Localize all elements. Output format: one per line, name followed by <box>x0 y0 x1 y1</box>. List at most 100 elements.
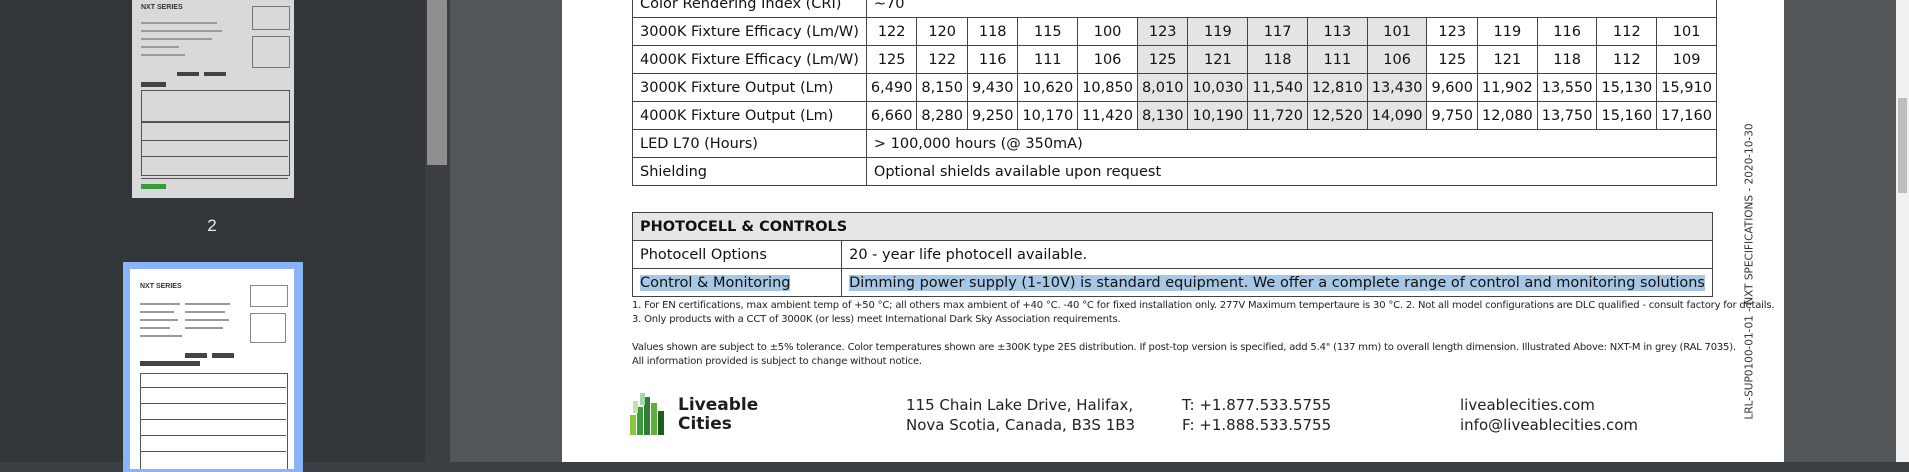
table-cell: 125 <box>1426 45 1478 74</box>
page-thumbnail-1[interactable]: NXT SERIES <box>132 0 294 198</box>
table-row: 4000K Fixture Output (Lm) 6,660 8,280 9,250… <box>632 101 1717 130</box>
table-cell: 115 <box>1017 17 1079 46</box>
thumb-brand: NXT SERIES <box>140 283 182 290</box>
row-label: 4000K Fixture Output (Lm) <box>632 101 867 130</box>
table-cell: 101 <box>1366 17 1428 46</box>
table-cell: 17,160 <box>1656 101 1717 130</box>
table-cell: 11,720 <box>1247 101 1308 130</box>
company-phone: T: +1.877.533.5755 F: +1.888.533.5755 <box>1182 396 1332 434</box>
row-value: 20 - year life photocell available. <box>841 240 1713 269</box>
row-label: 3000K Fixture Efficacy (Lm/W) <box>632 17 867 46</box>
table-cell: 112 <box>1596 45 1658 74</box>
tolerance-note: Values shown are subject to ±5% toleranc… <box>632 342 1736 353</box>
table-row: 3000K Fixture Efficacy (Lm/W) 122 120 118 11… <box>632 17 1717 46</box>
table-cell: 8,150 <box>916 73 968 102</box>
table-cell: 125 <box>865 45 918 74</box>
specification-table: Color Rendering Index (CRI) ~70 3000K Fixt… <box>632 0 1717 186</box>
table-row: 4000K Fixture Efficacy (Lm/W) 125 122 116 11… <box>632 45 1717 74</box>
table-cell: 100 <box>1077 17 1138 46</box>
table-cell: 111 <box>1306 45 1368 74</box>
table-cell: 13,430 <box>1366 73 1428 102</box>
liveable-cities-logo-icon <box>630 393 664 435</box>
page-number-label: 2 <box>207 216 217 235</box>
footnote-1: 1. For EN certifications, max ambient te… <box>632 300 1775 311</box>
table-cell: 12,080 <box>1476 101 1538 130</box>
table-cell: 10,190 <box>1187 101 1249 130</box>
table-cell: 123 <box>1136 17 1189 46</box>
table-row: PHOTOCELL & CONTROLS <box>632 212 1713 241</box>
page-thumbnail-2[interactable]: NXT SERIES <box>130 269 294 469</box>
footnote-3: 3. Only products with a CCT of 3000K (or… <box>632 314 1121 325</box>
table-cell: 6,660 <box>865 101 918 130</box>
table-cell: 13,750 <box>1536 101 1598 130</box>
email-link[interactable]: info@liveablecities.com <box>1460 416 1638 434</box>
logo-wordmark: Liveable Cities <box>678 395 759 434</box>
table-cell: 106 <box>1077 45 1138 74</box>
table-cell: 112 <box>1596 17 1658 46</box>
row-label: 3000K Fixture Output (Lm) <box>632 73 867 102</box>
table-cell: 106 <box>1366 45 1428 74</box>
table-cell: 8,130 <box>1136 101 1189 130</box>
table-cell: 123 <box>1426 17 1478 46</box>
table-cell: 11,540 <box>1247 73 1308 102</box>
company-contact: liveablecities.com info@liveablecities.c… <box>1460 395 1638 435</box>
website-link[interactable]: liveablecities.com <box>1460 396 1595 414</box>
table-cell: 11,420 <box>1077 101 1138 130</box>
table-cell: 9,250 <box>966 101 1019 130</box>
table-cell: 9,750 <box>1426 101 1478 130</box>
table-cell: 9,430 <box>966 73 1019 102</box>
document-scrollbar-thumb[interactable] <box>1898 98 1907 193</box>
photocell-controls-table: PHOTOCELL & CONTROLS Photocell Options 2… <box>631 212 1713 297</box>
company-address: 115 Chain Lake Drive, Halifax, Nova Scot… <box>906 396 1136 434</box>
selected-row-value[interactable]: Dimming power supply (1-10V) is standard… <box>849 274 1705 291</box>
sidebar-scrollbar-thumb[interactable] <box>427 0 447 165</box>
table-cell: 118 <box>1536 45 1598 74</box>
row-label: Color Rendering Index (CRI) <box>632 0 867 18</box>
change-notice: All information provided is subject to c… <box>632 356 922 367</box>
table-cell: 121 <box>1476 45 1538 74</box>
table-cell: 120 <box>916 17 968 46</box>
table-cell: 109 <box>1656 45 1717 74</box>
section-heading: PHOTOCELL & CONTROLS <box>632 212 1713 241</box>
table-cell: 101 <box>1656 17 1717 46</box>
table-cell: 15,160 <box>1596 101 1658 130</box>
table-cell: 113 <box>1306 17 1368 46</box>
table-cell: 8,010 <box>1136 73 1189 102</box>
table-cell: 122 <box>865 17 918 46</box>
row-value: > 100,000 hours (@ 350mA) <box>865 129 1717 158</box>
table-cell: 119 <box>1187 17 1249 46</box>
thumb-brand: NXT SERIES <box>141 4 183 11</box>
table-row: Control & Monitoring Dimming power suppl… <box>631 268 1713 297</box>
row-label: Photocell Options <box>631 240 843 269</box>
table-cell: 10,620 <box>1017 73 1079 102</box>
row-value: Optional shields available upon request <box>865 157 1717 186</box>
table-cell: 118 <box>1247 45 1308 74</box>
table-row: Shielding Optional shields available upon… <box>632 157 1717 186</box>
table-cell: 10,170 <box>1017 101 1079 130</box>
table-row: 3000K Fixture Output (Lm) 6,490 8,150 9,430… <box>632 73 1717 102</box>
table-row: Photocell Options 20 - year life photoce… <box>631 240 1713 269</box>
document-scrollbar-track[interactable] <box>1896 0 1909 462</box>
table-cell: 15,910 <box>1656 73 1717 102</box>
selected-row-label[interactable]: Control & Monitoring <box>640 274 791 291</box>
table-cell: 10,850 <box>1077 73 1138 102</box>
table-cell: 14,090 <box>1366 101 1428 130</box>
row-label: 4000K Fixture Efficacy (Lm/W) <box>632 45 867 74</box>
table-cell: 111 <box>1017 45 1079 74</box>
table-cell: 125 <box>1136 45 1189 74</box>
table-cell: 116 <box>1536 17 1598 46</box>
table-row: Color Rendering Index (CRI) ~70 <box>632 0 1717 18</box>
row-label: LED L70 (Hours) <box>632 129 867 158</box>
table-cell: 11,902 <box>1476 73 1538 102</box>
table-cell: 15,130 <box>1596 73 1658 102</box>
table-cell: 118 <box>966 17 1019 46</box>
table-cell: 121 <box>1187 45 1249 74</box>
table-cell: 116 <box>966 45 1019 74</box>
table-row: LED L70 (Hours) > 100,000 hours (@ 350mA) <box>632 129 1717 158</box>
table-cell: 6,490 <box>865 73 918 102</box>
table-cell: 13,550 <box>1536 73 1598 102</box>
row-value: ~70 <box>865 0 1717 18</box>
table-cell: 117 <box>1247 17 1308 46</box>
table-cell: 119 <box>1476 17 1538 46</box>
table-cell: 122 <box>916 45 968 74</box>
